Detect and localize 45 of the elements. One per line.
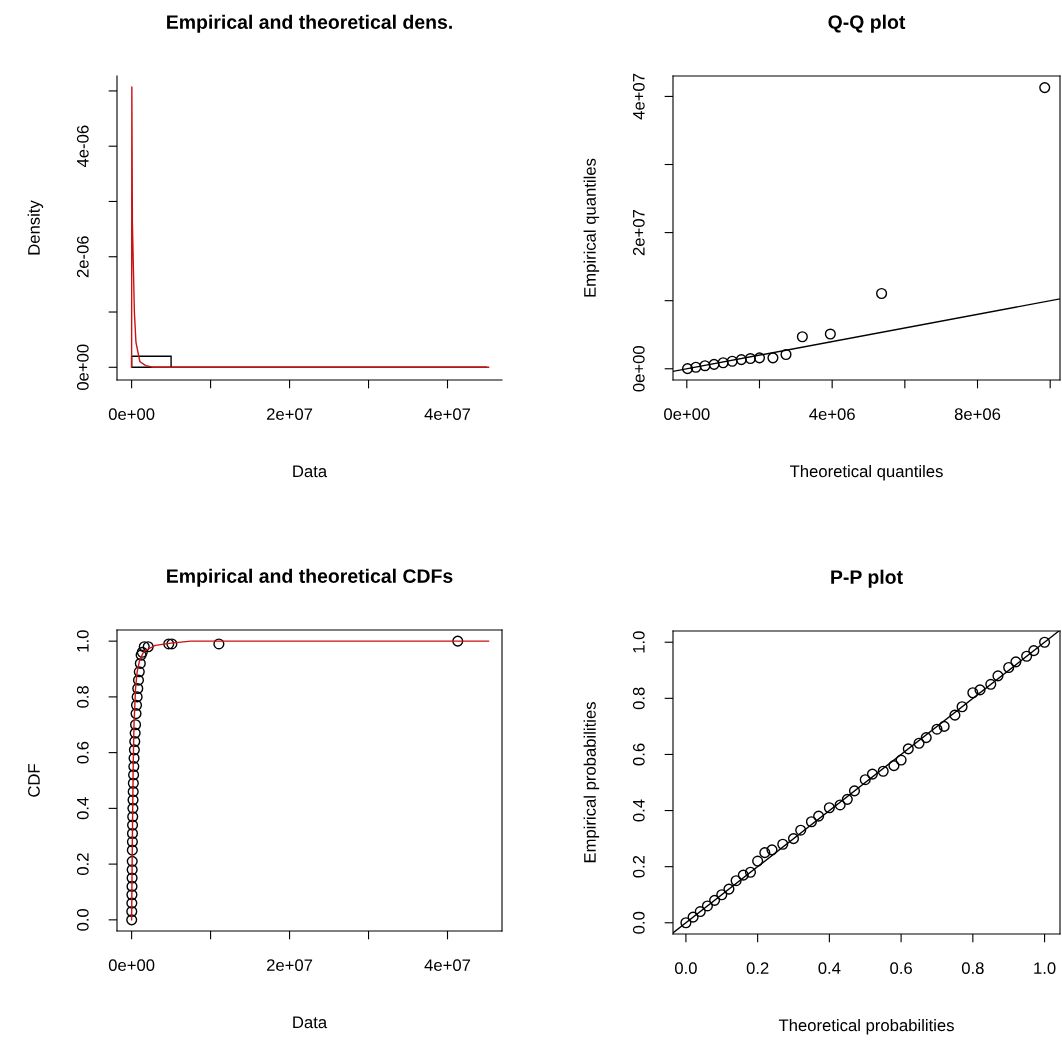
- y-tick-label: 0.0: [632, 911, 645, 934]
- x-axis-title: Theoretical quantiles: [789, 464, 943, 481]
- y-axis-title: Empirical probabilities: [583, 702, 600, 863]
- x-axis-title: Data: [293, 1016, 328, 1029]
- y-tick-label: 0.8: [632, 687, 645, 710]
- chart-title: P-P plot: [831, 569, 903, 588]
- x-tick-label: 0.8: [961, 962, 984, 975]
- x-tick-label: 0e+00: [108, 959, 155, 972]
- x-tick-label: 4e+07: [424, 959, 471, 972]
- y-tick-label: 4e-06: [76, 125, 89, 168]
- x-tick-label: 2e+07: [266, 408, 313, 421]
- y-tick-label: 2e-06: [76, 236, 89, 278]
- x-tick-label: 0.0: [674, 962, 697, 975]
- y-tick-label: 0.8: [76, 686, 89, 708]
- y-tick-label: 1.0: [76, 630, 89, 652]
- y-tick-label: 0e+00: [632, 346, 645, 392]
- y-axis-title: Density: [27, 200, 44, 255]
- y-tick-label: 0.6: [76, 741, 89, 764]
- y-tick-label: 0.4: [76, 797, 89, 820]
- y-tick-label: 1.0: [632, 631, 645, 653]
- y-tick-label: 2e+07: [632, 210, 645, 256]
- y-axis-title: Empirical quantiles: [583, 158, 600, 297]
- x-axis-title: Data: [293, 465, 328, 478]
- chart-title: Empirical and theoretical dens.: [167, 14, 452, 33]
- chart-title: Empirical and theoretical CDFs: [167, 568, 453, 587]
- x-axis-title: Theoretical probabilities: [778, 1018, 954, 1035]
- x-tick-label: 4e+07: [424, 408, 471, 421]
- y-tick-label: 0e+00: [76, 344, 89, 391]
- y-axis-title: CDF: [28, 764, 40, 797]
- y-tick-label: 0.4: [632, 799, 645, 822]
- y-tick-label: 0.6: [632, 743, 645, 766]
- x-tick-label: 1.0: [1034, 962, 1056, 975]
- x-tick-label: 0.4: [818, 962, 841, 975]
- y-tick-label: 0.2: [76, 853, 89, 876]
- x-tick-label: 0.6: [890, 962, 912, 975]
- x-tick-label: 2e+07: [266, 959, 313, 972]
- chart-title: Q-Q plot: [828, 14, 906, 33]
- x-tick-label: 0e+00: [664, 408, 710, 421]
- x-tick-label: 0e+00: [108, 408, 155, 421]
- x-tick-label: 4e+06: [809, 408, 855, 421]
- y-tick-label: 0.0: [76, 908, 89, 931]
- y-tick-label: 0.2: [632, 855, 645, 878]
- y-tick-label: 4e+07: [632, 73, 645, 120]
- x-tick-label: 0.2: [746, 962, 769, 975]
- x-tick-label: 8e+06: [954, 408, 1001, 421]
